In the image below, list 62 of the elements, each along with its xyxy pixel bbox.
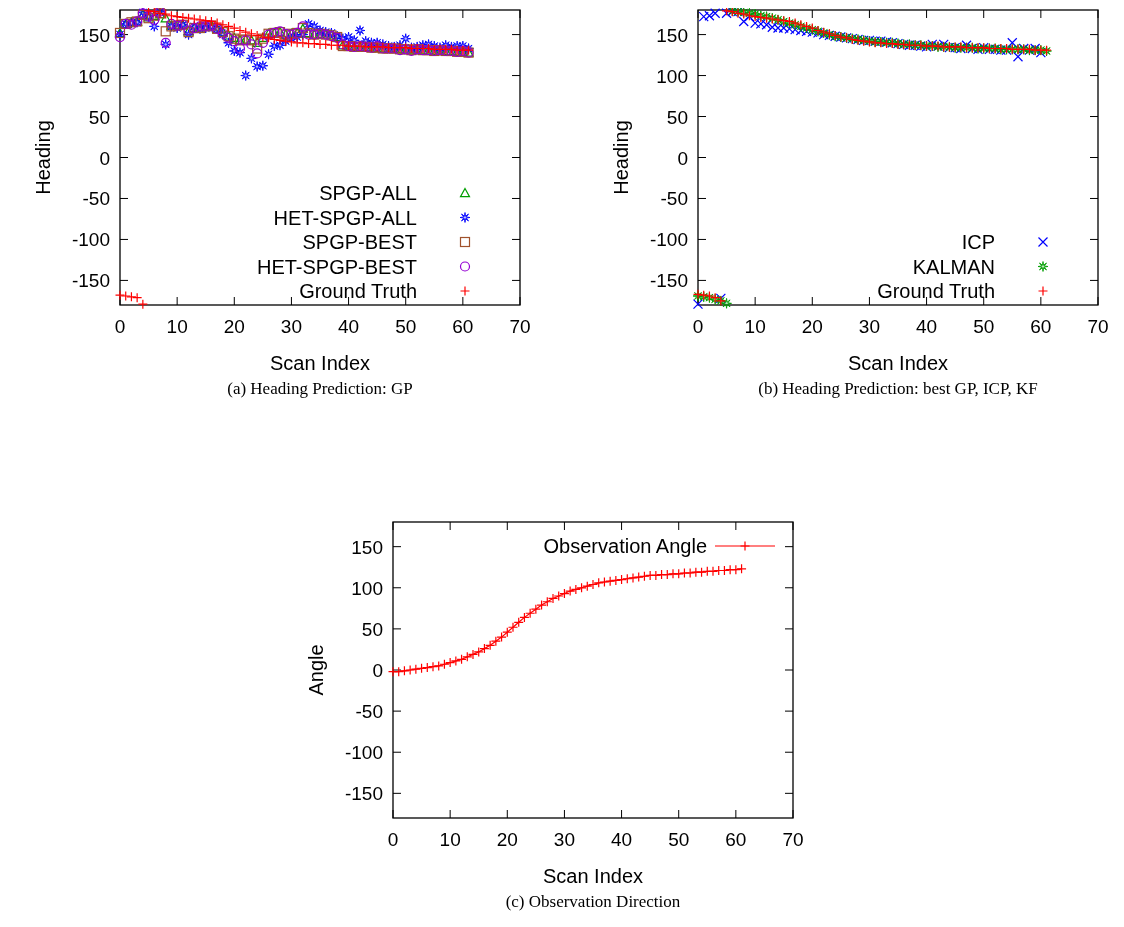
y-tick-label: 50 (666, 106, 688, 128)
y-axis-title: Heading (32, 120, 54, 195)
y-tick-label: 100 (78, 65, 110, 87)
y-tick-label: 150 (656, 24, 688, 46)
x-axis-title: Scan Index (269, 352, 371, 374)
legend-label: HET-SPGP-BEST (256, 255, 417, 278)
legend-label: ICP (961, 231, 995, 253)
y-tick-label: 50 (88, 106, 110, 128)
x-tick-label: 40 (916, 316, 938, 337)
legend-label: SPGP-BEST (302, 231, 417, 253)
y-tick-label: 100 (656, 65, 688, 87)
x-tick-label: 10 (439, 829, 461, 850)
y-tick-label: -150 (649, 270, 688, 292)
x-tick-label: 30 (280, 316, 302, 337)
legend-label: SPGP-ALL (319, 182, 417, 204)
x-tick-label: 30 (553, 829, 575, 850)
y-axis-title: Angle (305, 644, 327, 696)
text: (b) Heading Prediction: best GP, ICP, KF (758, 379, 1038, 398)
x-tick-label: 20 (801, 316, 823, 337)
legend-label: Ground Truth (299, 280, 417, 302)
x-tick-label: 0 (692, 316, 704, 337)
y-tick-label: 150 (351, 536, 383, 558)
y-tick-label: -50 (355, 701, 383, 723)
y-tick-label: -100 (344, 742, 383, 764)
x-tick-label: 50 (395, 316, 417, 337)
x-tick-label: 70 (509, 316, 531, 337)
x-axis-title: Scan Index (847, 352, 949, 374)
legend-label: Observation Angle (543, 535, 707, 557)
x-tick-label: 40 (611, 829, 633, 850)
x-tick-label: 30 (858, 316, 880, 337)
x-tick-label: 70 (782, 829, 804, 850)
y-tick-label: -50 (82, 188, 110, 210)
y-tick-label: 50 (361, 618, 383, 640)
x-tick-label: 70 (1087, 316, 1109, 337)
x-tick-label: 60 (1030, 316, 1052, 337)
x-tick-label: 50 (973, 316, 995, 337)
text: (a) Heading Prediction: GP (227, 379, 413, 398)
x-tick-label: 10 (166, 316, 188, 337)
y-tick-label: -50 (660, 188, 688, 210)
y-tick-label: 0 (677, 147, 688, 169)
x-axis-title: Scan Index (542, 865, 644, 887)
y-tick-label: -150 (71, 270, 110, 292)
y-tick-label: -150 (344, 783, 383, 805)
x-tick-label: 20 (496, 829, 518, 850)
y-tick-label: 100 (351, 577, 383, 599)
text: (c) Observation Direction (505, 892, 681, 911)
y-tick-label: 150 (78, 24, 110, 46)
x-tick-label: 60 (452, 316, 474, 337)
y-tick-label: 0 (372, 660, 383, 681)
x-tick-label: 0 (114, 316, 126, 337)
legend-label: KALMAN (912, 255, 995, 278)
x-tick-label: 40 (338, 316, 360, 337)
y-tick-label: 0 (99, 147, 110, 169)
x-tick-label: 0 (387, 829, 399, 850)
y-tick-label: -100 (71, 229, 110, 251)
x-tick-label: 20 (223, 316, 245, 337)
y-axis-title: Heading (610, 120, 632, 195)
legend-label: HET-SPGP-ALL (273, 206, 417, 229)
x-tick-label: 10 (744, 316, 766, 337)
legend-label: Ground Truth (877, 280, 995, 302)
y-tick-label: -100 (649, 229, 688, 251)
x-tick-label: 60 (725, 829, 747, 850)
